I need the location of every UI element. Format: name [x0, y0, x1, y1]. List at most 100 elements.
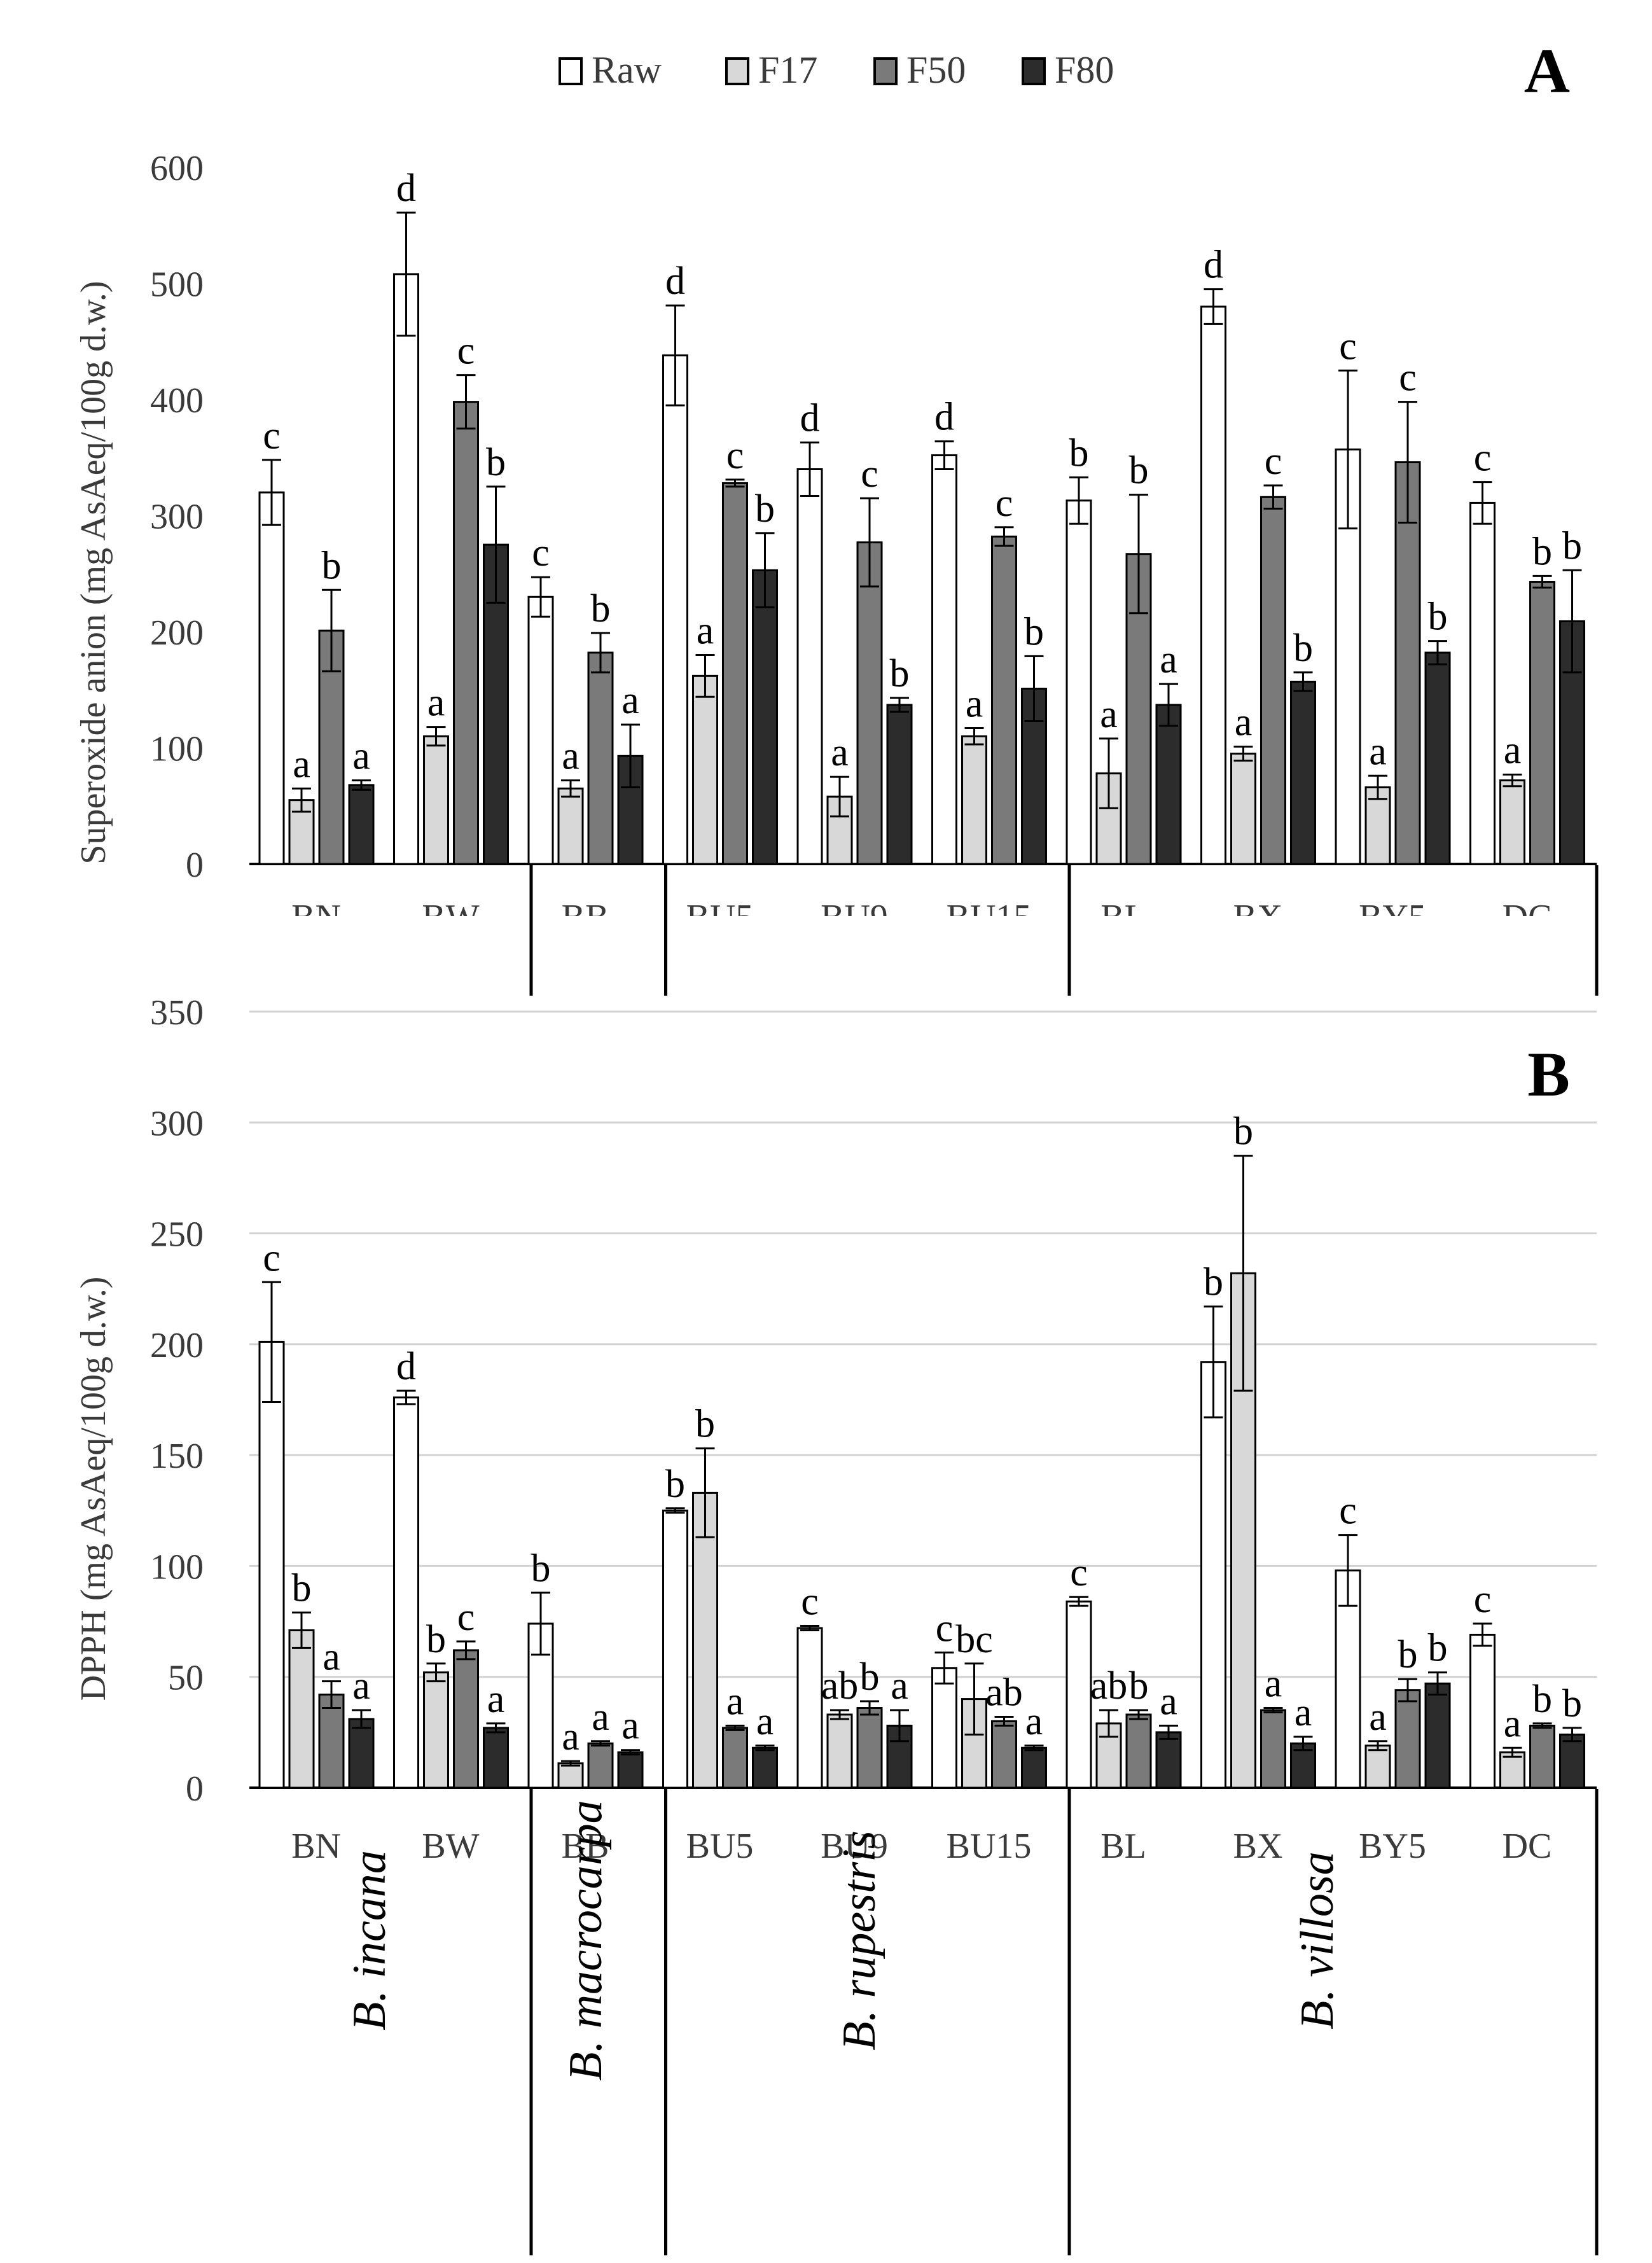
- panel-b-significance-letter: a: [592, 1696, 609, 1739]
- panel-b-significance-letter: c: [263, 1236, 281, 1279]
- legend: Raw F17 F50 F80: [559, 49, 1114, 91]
- panel-b-significance-letter: b: [695, 1403, 715, 1446]
- panel-b-bar-raw-bw: [393, 1396, 419, 1789]
- panel-a-significance-letter: c: [861, 452, 878, 496]
- panel-a-significance-letter: b: [322, 544, 342, 587]
- panel-a-bar-f17-bb: [557, 787, 584, 865]
- legend-label-raw: Raw: [592, 49, 662, 91]
- panel-b-label: B: [1527, 1039, 1570, 1110]
- panel-a-bar-f17-by5: [1364, 786, 1391, 865]
- panel-b-significance-letter: ab: [1090, 1664, 1128, 1708]
- panel-b-significance-letter: b: [292, 1567, 312, 1610]
- panel-a-y-tick-label: 500: [150, 265, 204, 305]
- panel-b-bar-raw-dc: [1469, 1633, 1496, 1789]
- panel-b-bar-raw-bn: [258, 1340, 285, 1789]
- panel-b-y-tick-label: 200: [150, 1326, 204, 1365]
- panel-a-bar-f80-bx: [1290, 680, 1316, 865]
- panel-a-bar-raw-bu5: [662, 354, 688, 865]
- panel-b-y-tick-label: 300: [150, 1104, 204, 1143]
- panel-b-y-axis-title: DPPH (mg AsAeq/100g d.w.): [74, 1277, 113, 1701]
- panel-b-bar-f50-bu15: [991, 1720, 1017, 1789]
- panel-b-significance-letter: b: [1428, 1627, 1448, 1670]
- panel-a-bar-f17-bx: [1230, 753, 1256, 865]
- panel-a-significance-letter: d: [1204, 244, 1223, 287]
- panel-b-bar-f17-bw: [423, 1671, 449, 1789]
- panel-a-category-label-by5: BY5: [1359, 898, 1426, 937]
- panel-b-bar-f80-bu15: [1021, 1746, 1047, 1789]
- panel-a-significance-letter: b: [591, 587, 611, 630]
- panel-a-bar-f50-dc: [1529, 581, 1555, 865]
- panel-a-bar-raw-bw: [393, 273, 419, 865]
- panel-b-bar-f50-bw: [453, 1649, 479, 1789]
- panel-a-bar-raw-bl: [1065, 499, 1092, 865]
- panel-b-bar-f50-by5: [1394, 1689, 1421, 1789]
- panel-b-significance-letter: a: [1295, 1691, 1312, 1734]
- panel-a-significance-letter: c: [1339, 324, 1357, 368]
- panel-a-significance-letter: a: [293, 742, 310, 786]
- panel-a-category-label-dc: DC: [1503, 898, 1552, 937]
- panel-b-significance-letter: a: [1025, 1700, 1043, 1743]
- panel-b-significance-letter: a: [621, 1704, 639, 1748]
- panel-a-category-label-bu9: BU9: [821, 898, 888, 937]
- panel-a: 0100200300400500600cabaBNdacbBWcabaBBdac…: [150, 149, 1599, 996]
- panel-a-bar-f17-bu5: [692, 674, 718, 865]
- panel-b-bar-f50-bu5: [722, 1727, 748, 1789]
- panel-a-significance-letter: d: [396, 167, 416, 210]
- panel-b-y-tick-label: 150: [150, 1437, 204, 1476]
- panel-b-category-label-bu15: BU15: [947, 1827, 1032, 1866]
- panel-a-bar-f50-bx: [1260, 496, 1286, 865]
- panel-b-bar-raw-bu15: [931, 1667, 957, 1789]
- panel-a-label: A: [1524, 36, 1570, 106]
- panel-a-significance-letter: c: [1474, 436, 1492, 480]
- panel-a-bar-f80-bl: [1155, 704, 1182, 865]
- panel-b-significance-letter: b: [665, 1463, 685, 1506]
- panel-a-bar-raw-bn: [258, 491, 285, 865]
- panel-a-significance-letter: a: [1160, 638, 1177, 681]
- panel-a-category-label-bb: BB: [562, 898, 609, 937]
- panel-a-bar-f80-bu5: [752, 569, 778, 865]
- panel-b-bar-f80-bn: [348, 1718, 375, 1789]
- panel-b-category-label-bn: BN: [291, 1827, 341, 1866]
- panel-b-bar-f80-dc: [1559, 1733, 1585, 1789]
- panel-a-significance-letter: b: [1428, 595, 1448, 639]
- panel-a-significance-letter: c: [457, 330, 475, 373]
- panel-a-significance-letter: a: [697, 609, 714, 653]
- legend-label-f50: F50: [906, 49, 966, 91]
- panel-b-category-label-bb: BB: [562, 1827, 609, 1866]
- panel-b-category-label-dc: DC: [1503, 1827, 1552, 1866]
- panel-a-significance-letter: b: [755, 487, 775, 531]
- panel-a-significance-letter: a: [831, 731, 849, 774]
- panel-b-y-tick-label: 0: [186, 1769, 204, 1809]
- legend-label-f80: F80: [1055, 49, 1114, 91]
- legend-entry-raw: Raw: [559, 49, 662, 91]
- panel-b-category-label-bu9: BU9: [821, 1827, 888, 1866]
- panel-b-significance-letter: b: [860, 1655, 880, 1699]
- panel-b-significance-letter: c: [457, 1596, 475, 1639]
- panel-a-bar-raw-bu15: [931, 454, 957, 865]
- panel-a-y-tick-label: 600: [150, 149, 204, 188]
- panel-a-bar-f50-bu5: [722, 482, 748, 865]
- panel-b-significance-letter: a: [726, 1680, 744, 1723]
- panel-b-significance-letter: c: [936, 1606, 954, 1650]
- panel-b-significance-letter: a: [1265, 1662, 1282, 1706]
- panel-a-bar-f17-bu15: [961, 735, 987, 865]
- panel-b-significance-letter: b: [426, 1618, 446, 1661]
- panel-a-significance-letter: b: [486, 441, 506, 484]
- panel-b-significance-letter: a: [1504, 1702, 1522, 1745]
- panel-a-significance-letter: c: [263, 414, 281, 457]
- panel-a-bar-raw-bb: [527, 595, 554, 865]
- panel-a-significance-letter: a: [1504, 728, 1522, 772]
- panel-a-category-label-bu5: BU5: [686, 898, 754, 937]
- panel-b-significance-letter: c: [1070, 1551, 1088, 1594]
- panel-b-bar-f17-bb: [557, 1762, 584, 1789]
- group-label-b-macrocarpa: B. macrocarpa: [560, 1800, 612, 2080]
- panel-a-bar-f17-dc: [1499, 779, 1525, 865]
- panel-b-significance-letter: bc: [955, 1618, 993, 1661]
- panel-b-bar-f17-bu9: [826, 1713, 853, 1789]
- panel-a-significance-letter: b: [1293, 627, 1313, 670]
- panel-a-bar-f50-by5: [1394, 461, 1421, 865]
- panel-a-significance-letter: c: [996, 482, 1013, 525]
- panel-a-bar-f50-bw: [453, 401, 479, 865]
